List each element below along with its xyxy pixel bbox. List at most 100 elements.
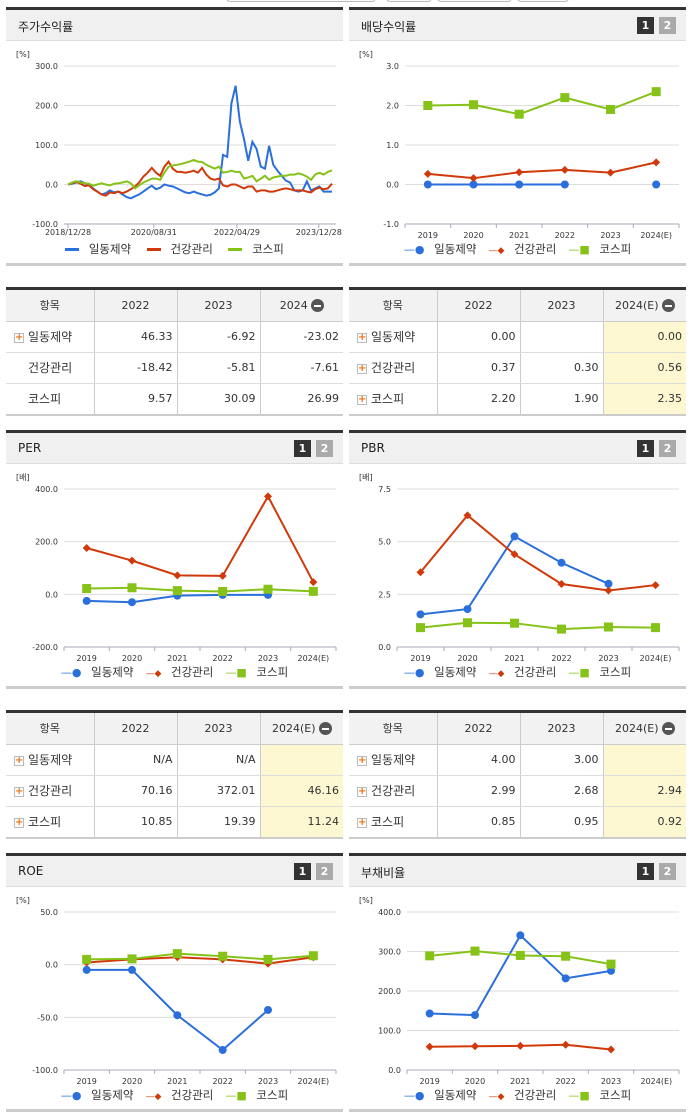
expand-plus-icon[interactable]: + bbox=[357, 754, 367, 766]
table-cell: 0.56 bbox=[603, 352, 686, 384]
legend-item-ildong[interactable]: —● 일동제약 bbox=[60, 1088, 134, 1102]
collapse-minus-icon[interactable] bbox=[318, 722, 332, 735]
panel-header: 배당수익률 1 2 bbox=[349, 7, 686, 41]
toolbar-button[interactable] bbox=[437, 0, 512, 2]
chart-legend: 일동제약 건강관리 코스피 bbox=[6, 241, 343, 257]
svg-text:2022: 2022 bbox=[212, 1077, 232, 1086]
dividend-yield-chart: [%] 3.0 2.0 1.0 0.0 -1.0 2019 2020 2021 2022 2023 2… bbox=[349, 41, 686, 266]
table-cell: 2.99 bbox=[437, 775, 521, 807]
chart-svg: [%] 3.0 2.0 1.0 0.0 -1.0 2019 2020 2021 2022 2023 2… bbox=[359, 50, 680, 240]
page-1-button[interactable]: 1 bbox=[294, 440, 311, 457]
toolbar-button[interactable] bbox=[517, 0, 569, 2]
collapse-minus-icon[interactable] bbox=[310, 299, 324, 312]
svg-text:200.0: 200.0 bbox=[35, 538, 58, 547]
legend-item-ildong[interactable]: —● 일동제약 bbox=[403, 665, 477, 679]
toolbar-button[interactable] bbox=[386, 0, 432, 2]
page-1-button[interactable]: 1 bbox=[637, 440, 654, 457]
expand-plus-icon[interactable]: + bbox=[14, 785, 24, 797]
legend-item-kospi[interactable]: —■ 코스피 bbox=[225, 1088, 289, 1102]
debt-ratio-chart: [%] 400.0 300.0 200.0 100.0 0.0 2019 2020 2021 20… bbox=[349, 887, 686, 1112]
svg-text:2021: 2021 bbox=[509, 231, 529, 240]
legend-item-health[interactable]: —◆ 건강관리 bbox=[145, 665, 214, 679]
svg-text:100.0: 100.0 bbox=[35, 141, 58, 150]
top-toolbar-remnant bbox=[0, 0, 691, 8]
column-header: 2024(E) bbox=[603, 713, 686, 745]
page-2-button[interactable]: 2 bbox=[659, 440, 676, 457]
svg-text:2022/04/29: 2022/04/29 bbox=[214, 228, 260, 237]
chart-legend: —● 일동제약 —◆ 건강관리 —■ 코스피 bbox=[349, 1087, 686, 1103]
table-cell: 2.20 bbox=[437, 383, 521, 414]
expand-plus-icon[interactable]: + bbox=[14, 816, 24, 828]
legend-item-ildong[interactable]: —● 일동제약 bbox=[403, 242, 477, 256]
svg-text:-50.0: -50.0 bbox=[37, 1013, 58, 1022]
table-cell: 9.57 bbox=[94, 383, 178, 414]
svg-text:2019: 2019 bbox=[76, 654, 96, 663]
svg-text:2020: 2020 bbox=[465, 1077, 485, 1086]
column-header: 2022 bbox=[437, 290, 521, 322]
column-header: 2023 bbox=[520, 290, 604, 322]
legend-item-health[interactable]: —◆ 건강관리 bbox=[488, 242, 557, 256]
row-label: 코스피 bbox=[371, 392, 405, 407]
svg-text:-1.0: -1.0 bbox=[383, 220, 399, 229]
svg-text:0.0: 0.0 bbox=[45, 961, 58, 970]
legend-item-kospi[interactable]: —■ 코스피 bbox=[568, 1088, 632, 1102]
legend-item-ildong[interactable]: —● 일동제약 bbox=[60, 665, 134, 679]
page-2-button[interactable]: 2 bbox=[316, 863, 333, 880]
legend-item-kospi[interactable]: —■ 코스피 bbox=[568, 665, 632, 679]
column-header: 2024(E) bbox=[603, 290, 686, 322]
legend-item-kospi[interactable]: —■ 코스피 bbox=[225, 665, 289, 679]
roe-panel: ROE 1 2 [%] 50.0 0.0 -50.0 -100.0 2019 2020 202… bbox=[6, 853, 343, 1112]
expand-plus-icon[interactable]: + bbox=[357, 393, 367, 405]
table-row: + 일동제약 46.33 -6.92 -23.02 bbox=[6, 321, 343, 353]
legend-item-health[interactable]: —◆ 건강관리 bbox=[488, 665, 557, 679]
svg-text:50.0: 50.0 bbox=[40, 908, 58, 917]
collapse-minus-icon[interactable] bbox=[661, 299, 675, 312]
page-1-button[interactable]: 1 bbox=[637, 863, 654, 880]
table-cell: -6.92 bbox=[177, 321, 261, 353]
legend-item-kospi[interactable]: 코스피 bbox=[225, 242, 286, 256]
svg-text:2023: 2023 bbox=[598, 654, 618, 663]
legend-item-health[interactable]: —◆ 건강관리 bbox=[488, 1088, 557, 1102]
page-1-button[interactable]: 1 bbox=[637, 17, 654, 34]
expand-plus-icon[interactable]: + bbox=[14, 754, 24, 766]
expand-plus-icon[interactable]: + bbox=[357, 816, 367, 828]
table-cell: 11.24 bbox=[260, 806, 343, 837]
expand-plus-icon[interactable]: + bbox=[357, 331, 367, 343]
svg-text:2020: 2020 bbox=[122, 1077, 142, 1086]
legend-item-health[interactable]: 건강관리 bbox=[144, 242, 216, 256]
svg-text:[%]: [%] bbox=[359, 50, 373, 59]
column-header: 항목 bbox=[349, 713, 438, 745]
collapse-minus-icon[interactable] bbox=[661, 722, 675, 735]
svg-text:[%]: [%] bbox=[16, 50, 30, 59]
legend-item-ildong[interactable]: —● 일동제약 bbox=[403, 1088, 477, 1102]
expand-plus-icon[interactable]: + bbox=[357, 362, 367, 374]
page-2-button[interactable]: 2 bbox=[659, 17, 676, 34]
svg-text:2019: 2019 bbox=[76, 1077, 96, 1086]
page-2-button[interactable]: 2 bbox=[659, 863, 676, 880]
row-label: 건강관리 bbox=[371, 784, 416, 798]
column-header: 2023 bbox=[520, 713, 604, 745]
table-cell: 372.01 bbox=[177, 775, 261, 807]
legend-item-ildong[interactable]: 일동제약 bbox=[62, 242, 134, 256]
debt-ratio-panel: 부채비율 1 2 [%] 400.0 300.0 200.0 100.0 0.0 2019 2… bbox=[349, 853, 686, 1112]
expand-plus-icon[interactable]: + bbox=[357, 785, 367, 797]
svg-text:0.0: 0.0 bbox=[388, 1066, 401, 1075]
stock-return-panel: 주가수익률 [%] 300.0 200.0 100.0 0.0 -100.0 2018/12… bbox=[6, 7, 343, 266]
page-1-button[interactable]: 1 bbox=[294, 863, 311, 880]
page-2-button[interactable]: 2 bbox=[316, 440, 333, 457]
column-header: 2023 bbox=[177, 290, 261, 322]
toolbar-button[interactable] bbox=[226, 0, 376, 2]
svg-text:2020: 2020 bbox=[457, 654, 477, 663]
stock-return-table: 항목 2022 2023 2024 + 일동제약 46.33 -6.92 -23.02 건강관리 -… bbox=[6, 287, 343, 416]
legend-item-kospi[interactable]: —■ 코스피 bbox=[568, 242, 632, 256]
table-cell bbox=[603, 744, 686, 776]
chart-legend: —● 일동제약 —◆ 건강관리 —■ 코스피 bbox=[349, 241, 686, 257]
svg-text:2022: 2022 bbox=[555, 231, 575, 240]
legend-item-health[interactable]: —◆ 건강관리 bbox=[145, 1088, 214, 1102]
svg-text:2021: 2021 bbox=[167, 1077, 187, 1086]
table-row: + 건강관리 0.37 0.30 0.56 bbox=[349, 352, 686, 384]
expand-plus-icon[interactable]: + bbox=[14, 331, 24, 343]
svg-text:2.5: 2.5 bbox=[378, 590, 391, 599]
table-cell: 2.35 bbox=[603, 383, 686, 414]
